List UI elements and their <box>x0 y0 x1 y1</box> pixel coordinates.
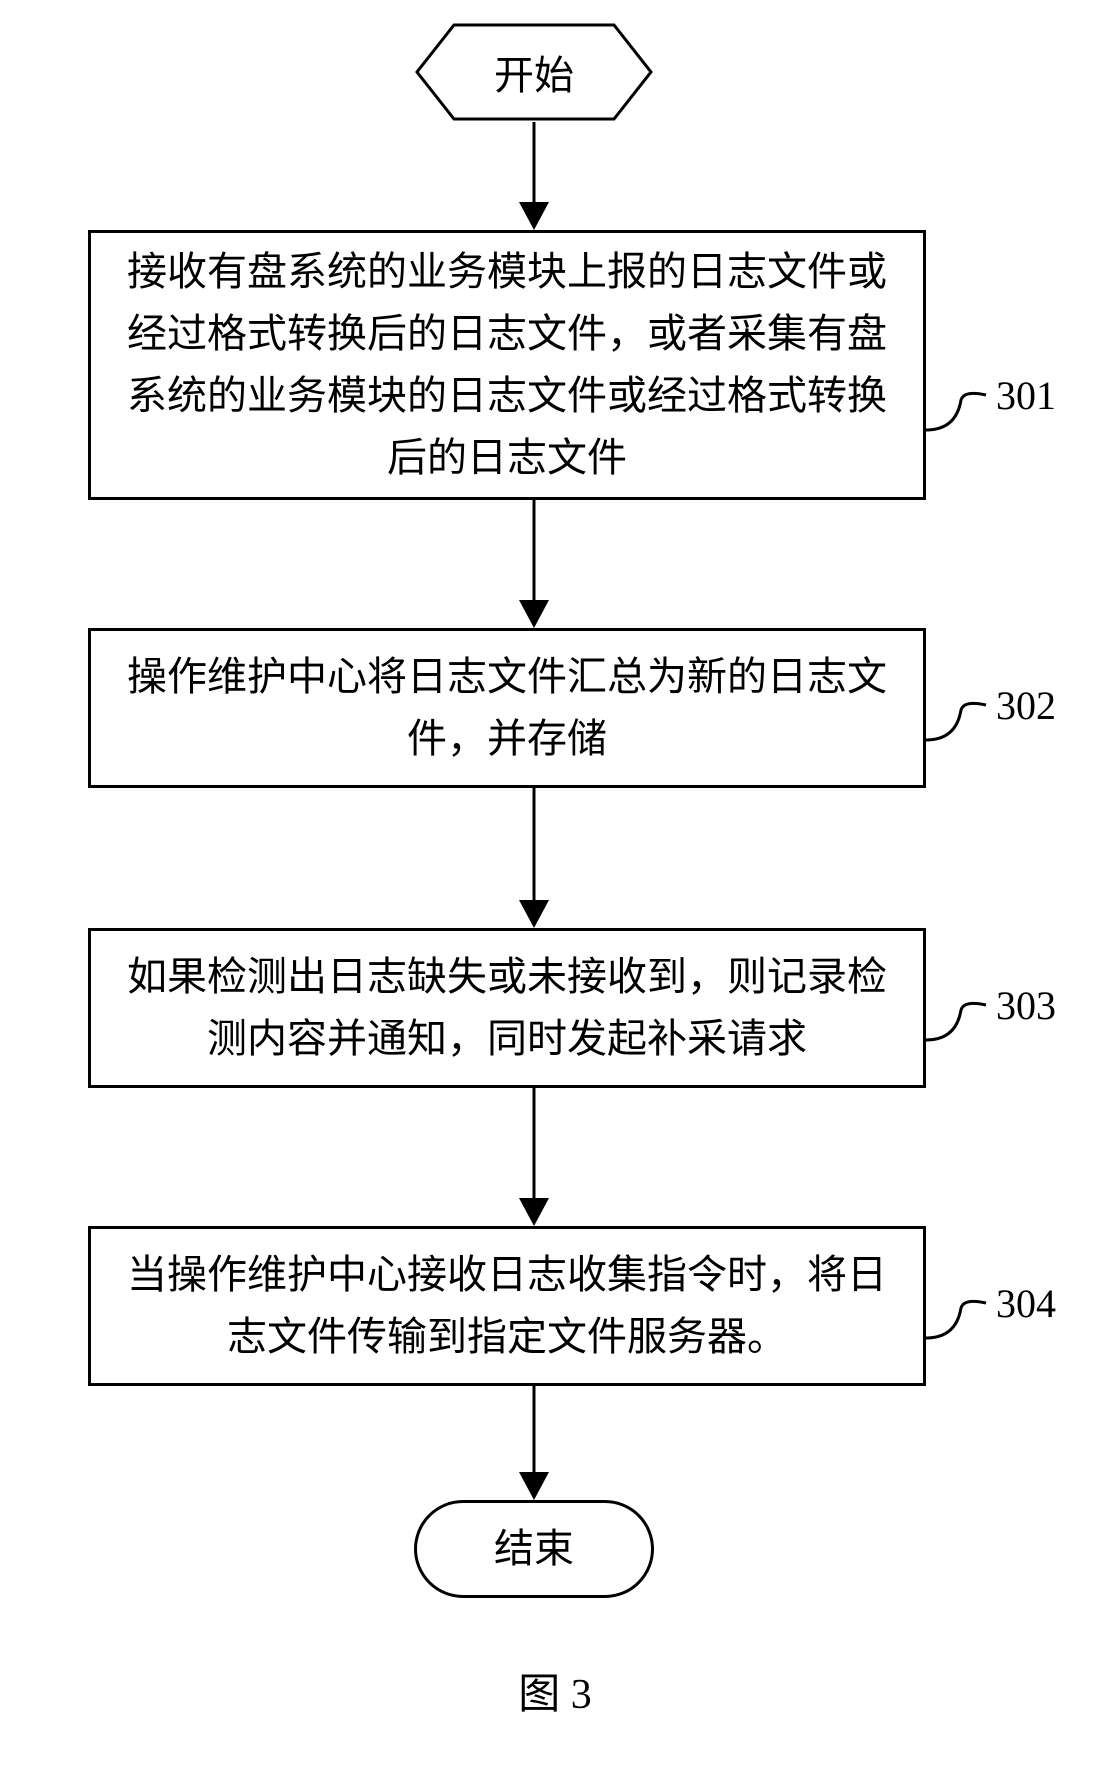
step-number-301: 301 <box>996 372 1056 419</box>
arrow-start-to-301 <box>504 122 564 230</box>
end-node: 结束 <box>414 1500 654 1598</box>
step-304-text: 当操作维护中心接收日志收集指令时，将日志文件传输到指定文件服务器。 <box>115 1244 899 1368</box>
step-301-box: 接收有盘系统的业务模块上报的日志文件或经过格式转换后的日志文件，或者采集有盘系统… <box>88 230 926 500</box>
arrow-301-to-302 <box>504 500 564 628</box>
step-301-text: 接收有盘系统的业务模块上报的日志文件或经过格式转换后的日志文件，或者采集有盘系统… <box>115 241 899 489</box>
step-302-box: 操作维护中心将日志文件汇总为新的日志文件，并存储 <box>88 628 926 788</box>
arrow-304-to-end <box>504 1386 564 1500</box>
step-number-303: 303 <box>996 982 1056 1029</box>
start-label: 开始 <box>494 43 574 101</box>
figure-caption: 图 3 <box>480 1660 630 1721</box>
start-node: 开始 <box>414 22 654 122</box>
flowchart-canvas: 开始 接收有盘系统的业务模块上报的日志文件或经过格式转换后的日志文件，或者采集有… <box>0 0 1111 1767</box>
end-label: 结束 <box>494 1518 574 1580</box>
step-number-304: 304 <box>996 1280 1056 1327</box>
arrow-303-to-304 <box>504 1088 564 1226</box>
step-number-302: 302 <box>996 682 1056 729</box>
arrow-302-to-303 <box>504 788 564 928</box>
leader-302 <box>926 700 996 750</box>
step-303-text: 如果检测出日志缺失或未接收到，则记录检测内容并通知，同时发起补采请求 <box>115 946 899 1070</box>
leader-303 <box>926 1000 996 1050</box>
leader-301 <box>926 390 996 440</box>
step-302-text: 操作维护中心将日志文件汇总为新的日志文件，并存储 <box>115 646 899 770</box>
leader-304 <box>926 1298 996 1348</box>
step-303-box: 如果检测出日志缺失或未接收到，则记录检测内容并通知，同时发起补采请求 <box>88 928 926 1088</box>
step-304-box: 当操作维护中心接收日志收集指令时，将日志文件传输到指定文件服务器。 <box>88 1226 926 1386</box>
